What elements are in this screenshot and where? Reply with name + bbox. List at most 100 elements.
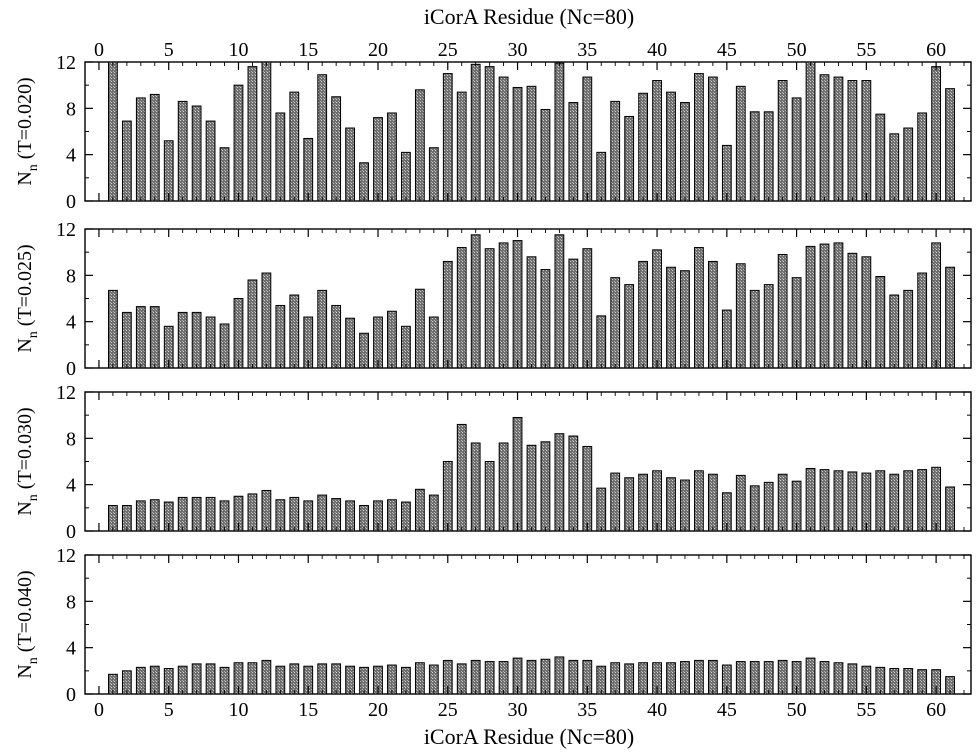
bar bbox=[373, 117, 383, 202]
bar bbox=[666, 91, 676, 202]
bar bbox=[470, 63, 481, 202]
bar bbox=[149, 499, 160, 532]
bar bbox=[275, 499, 286, 532]
y-axis-title-sub: n bbox=[26, 164, 41, 171]
x-tick-label: 0 bbox=[94, 699, 104, 721]
bar bbox=[554, 62, 565, 202]
x-tick-label: 35 bbox=[577, 699, 597, 721]
y-tick-label: 12 bbox=[56, 545, 76, 567]
bar bbox=[680, 102, 690, 202]
bar bbox=[819, 74, 830, 202]
bar bbox=[108, 289, 118, 369]
bar bbox=[805, 245, 816, 369]
bar bbox=[540, 108, 551, 202]
bar bbox=[819, 661, 830, 695]
bar bbox=[317, 663, 328, 695]
bar bbox=[512, 416, 523, 532]
bar bbox=[331, 304, 342, 369]
bar bbox=[512, 240, 523, 369]
y-axis-title-rest: (T=0.020) bbox=[14, 77, 36, 164]
bar bbox=[596, 665, 607, 695]
bar bbox=[819, 469, 830, 532]
bar bbox=[470, 234, 481, 369]
bar bbox=[931, 66, 942, 202]
bar bbox=[582, 445, 593, 532]
bar bbox=[652, 470, 662, 532]
panels: 0 4 8 12 Nn (T=0.020) 0 4 8 12 Nn (T=0.025) 0 4 8 12 N… bbox=[14, 39, 972, 721]
bar bbox=[456, 247, 467, 369]
bar bbox=[401, 501, 411, 532]
bar bbox=[414, 662, 425, 695]
x-tick-label: 25 bbox=[438, 699, 458, 721]
bar bbox=[694, 247, 704, 369]
bar bbox=[568, 102, 579, 202]
bar bbox=[652, 249, 662, 369]
x-tick-label: 10 bbox=[228, 699, 248, 721]
bar bbox=[819, 243, 830, 369]
y-axis-title-sub: n bbox=[26, 494, 41, 501]
bar bbox=[121, 311, 132, 369]
bar bbox=[624, 477, 635, 532]
bar bbox=[289, 663, 300, 695]
bar bbox=[275, 665, 286, 695]
bar bbox=[596, 151, 607, 202]
bar bbox=[526, 444, 537, 532]
bar bbox=[903, 470, 914, 532]
y-axis-title: Nn (T=0.030) bbox=[14, 407, 41, 515]
bar bbox=[763, 284, 774, 369]
bar bbox=[666, 266, 676, 369]
bar bbox=[498, 76, 509, 202]
y-tick-label: 12 bbox=[56, 382, 76, 404]
y-tick-label: 4 bbox=[66, 312, 76, 334]
y-tick-label: 0 bbox=[66, 191, 76, 213]
bar bbox=[387, 310, 397, 369]
bar bbox=[554, 656, 565, 695]
bar bbox=[205, 663, 216, 695]
bar bbox=[610, 277, 621, 369]
bar bbox=[749, 111, 760, 202]
bar bbox=[414, 89, 425, 202]
bar bbox=[484, 248, 495, 369]
y-axis-title-rest: (T=0.025) bbox=[14, 244, 36, 331]
panel-2: 0 4 8 12 Nn (T=0.025) bbox=[14, 219, 972, 380]
bar bbox=[498, 442, 509, 532]
bar bbox=[568, 659, 579, 695]
bar bbox=[777, 659, 788, 695]
bar bbox=[694, 659, 704, 695]
bar bbox=[247, 279, 258, 369]
bar bbox=[261, 61, 272, 202]
bar bbox=[428, 147, 439, 202]
bar bbox=[247, 66, 258, 202]
bar bbox=[205, 316, 216, 369]
bar bbox=[582, 76, 593, 202]
bar bbox=[694, 470, 704, 532]
x-tick-label: 20 bbox=[368, 699, 388, 721]
bar bbox=[861, 472, 872, 532]
bar bbox=[345, 665, 356, 695]
bar bbox=[610, 472, 621, 532]
bar bbox=[610, 100, 621, 202]
bar bbox=[805, 467, 816, 532]
top-x-tick-label: 45 bbox=[717, 39, 737, 61]
bar bbox=[219, 323, 230, 369]
bar bbox=[331, 498, 342, 532]
x-tick-label: 40 bbox=[647, 699, 667, 721]
bar bbox=[931, 242, 942, 369]
bar bbox=[833, 242, 844, 369]
y-axis-title-rest: (T=0.040) bbox=[14, 570, 36, 657]
bar bbox=[917, 112, 928, 202]
bar bbox=[484, 661, 495, 695]
bar bbox=[554, 234, 565, 369]
y-tick-label: 0 bbox=[66, 358, 76, 380]
bar bbox=[163, 140, 174, 202]
bar bbox=[945, 88, 955, 202]
y-tick-label: 0 bbox=[66, 684, 76, 706]
bar bbox=[833, 470, 844, 532]
bar bbox=[666, 477, 676, 532]
y-tick-label: 4 bbox=[66, 638, 76, 660]
top-x-tick-label: 35 bbox=[577, 39, 597, 61]
y-axis-title: Nn (T=0.025) bbox=[14, 244, 41, 352]
bar bbox=[387, 112, 397, 202]
